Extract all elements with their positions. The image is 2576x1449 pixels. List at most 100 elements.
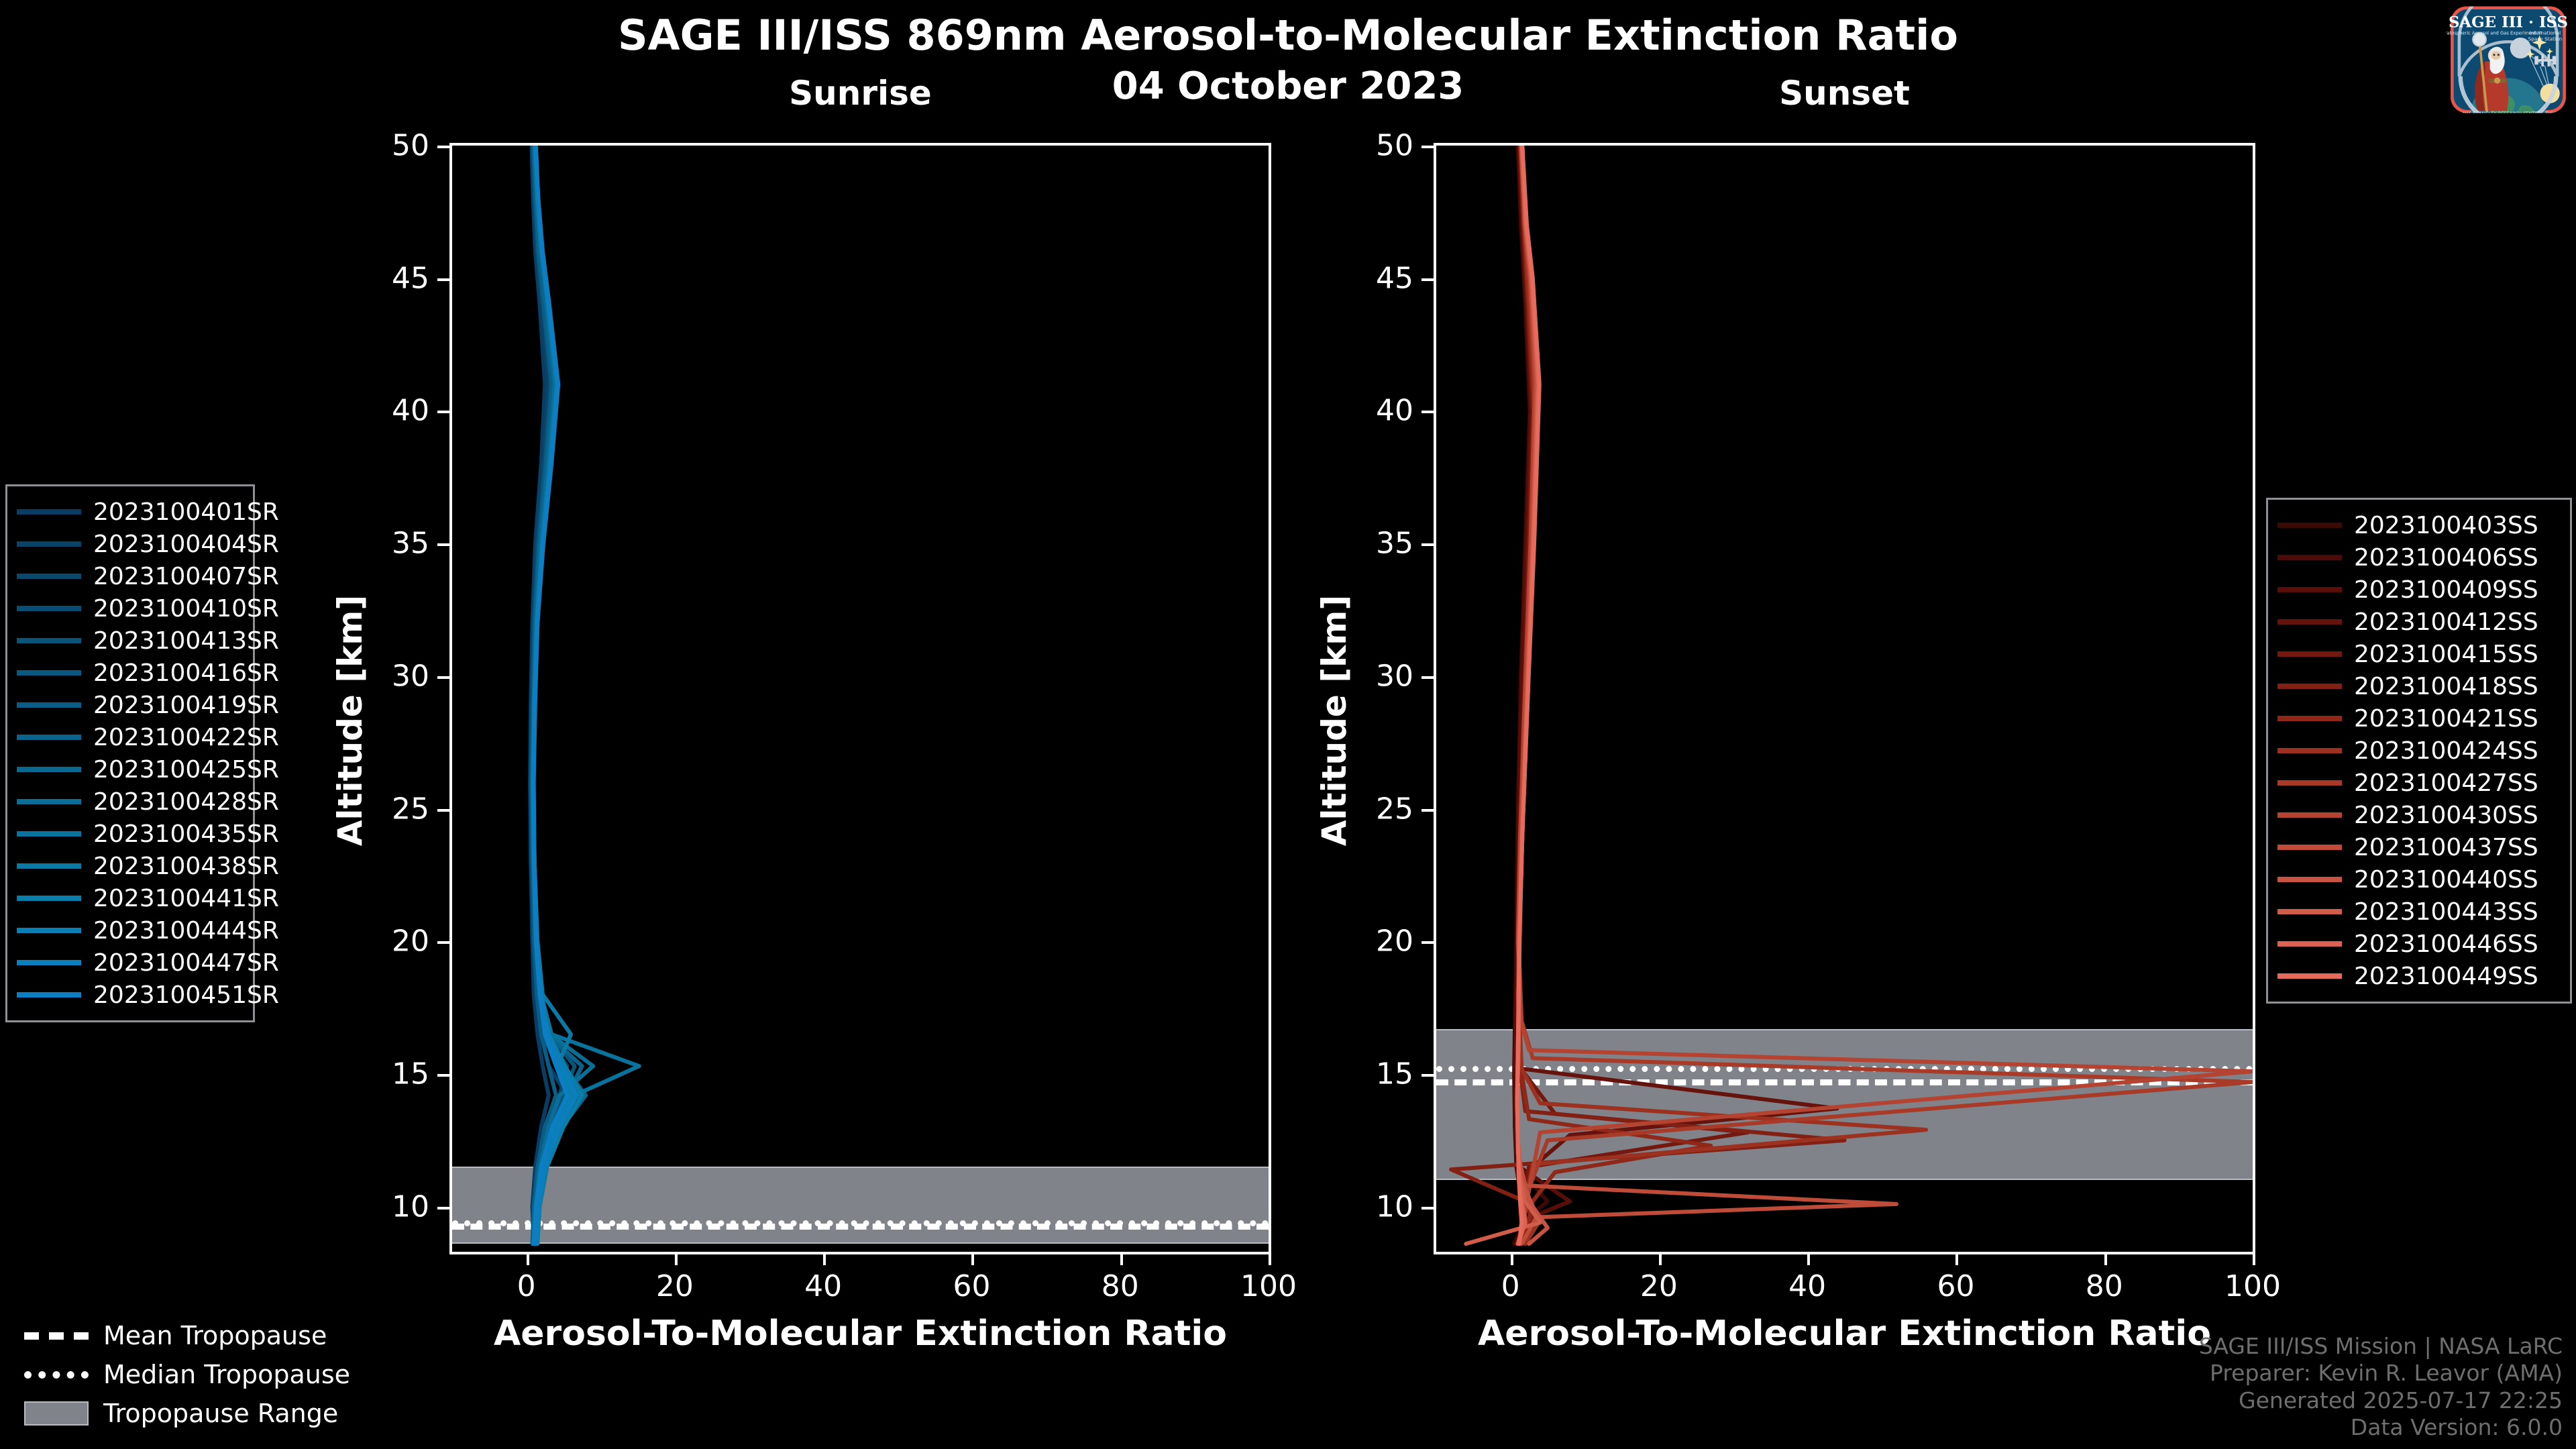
sunrise-legend-item[interactable]: 2023100413SR — [17, 625, 279, 657]
sunset-series-svg — [1436, 146, 2253, 1252]
sunset-legend-item[interactable]: 2023100440SS — [2277, 863, 2558, 896]
sunset-legend-item[interactable]: 2023100449SS — [2277, 960, 2558, 992]
sunrise-legend: 2023100401SR 2023100404SR 2023100407SR 2023… — [5, 484, 279, 1022]
sunrise-legend-item[interactable]: 2023100410SR — [17, 592, 279, 625]
x-tick — [1510, 1252, 1513, 1265]
x-tick-label: 0 — [517, 1269, 536, 1303]
y-tick — [1421, 941, 1436, 945]
y-tick-label: 35 — [392, 526, 429, 561]
sunrise-tropopause-range — [452, 1167, 1269, 1244]
logo-subtitle-left: Stratospheric Aerosol and Gas Experiment… — [2446, 31, 2542, 36]
sunrise-legend-item[interactable]: 2023100419SR — [17, 689, 279, 721]
sunrise-legend-item[interactable]: 2023100428SR — [17, 786, 279, 818]
sunrise-legend-item[interactable]: 2023100425SR — [17, 753, 279, 786]
legend-label: 2023100428SR — [93, 788, 279, 816]
sunrise-legend-item[interactable]: 2023100444SR — [17, 914, 279, 947]
legend-label: 2023100419SR — [93, 691, 279, 719]
sunset-legend-item[interactable]: 2023100418SS — [2277, 670, 2558, 702]
y-tick — [1421, 146, 1436, 148]
y-tick — [437, 146, 452, 148]
sunrise-legend-item[interactable]: 2023100451SR — [17, 979, 279, 1011]
y-tick — [437, 411, 452, 414]
x-tick-label: 60 — [1937, 1269, 1975, 1303]
legend-color-swatch — [17, 767, 81, 772]
x-tick-label: 80 — [1101, 1269, 1139, 1303]
sunrise-legend-item[interactable]: 2023100401SR — [17, 496, 279, 528]
sunset-mean-tropopause-line — [1436, 1079, 2253, 1085]
x-tick-label: 60 — [953, 1269, 991, 1303]
legend-label: 2023100430SS — [2354, 801, 2538, 829]
legend-color-swatch — [2277, 941, 2342, 947]
legend-label: 2023100421SS — [2354, 704, 2538, 733]
legend-color-swatch — [2277, 619, 2342, 625]
legend-label: 2023100418SS — [2354, 672, 2538, 700]
y-tick — [437, 808, 452, 812]
legend-color-swatch — [2277, 748, 2342, 753]
legend-label: 2023100424SS — [2354, 737, 2538, 765]
sunset-legend-item[interactable]: 2023100409SS — [2277, 574, 2558, 606]
sunrise-legend-item[interactable]: 2023100435SR — [17, 818, 279, 850]
credit-line: Data Version: 6.0.0 — [2350, 1413, 2563, 1440]
legend-color-swatch — [2277, 651, 2342, 657]
x-tick-label: 80 — [2085, 1269, 2123, 1303]
legend-color-swatch — [17, 928, 81, 933]
y-tick-label: 15 — [1376, 1057, 1413, 1091]
sunset-legend-item[interactable]: 2023100403SS — [2277, 509, 2558, 541]
legend-color-swatch — [17, 574, 81, 579]
sunrise-legend-item[interactable]: 2023100447SR — [17, 947, 279, 979]
sunset-legend-item[interactable]: 2023100430SS — [2277, 799, 2558, 831]
legend-label: 2023100449SS — [2354, 962, 2538, 990]
legend-color-swatch — [17, 509, 81, 515]
sunset-legend-item[interactable]: 2023100427SS — [2277, 767, 2558, 799]
series-line — [1451, 146, 1844, 1244]
sunrise-legend-item[interactable]: 2023100441SR — [17, 882, 279, 914]
sunrise-legend-item[interactable]: 2023100404SR — [17, 528, 279, 560]
y-tick-label: 25 — [392, 792, 429, 826]
sunset-legend-item[interactable]: 2023100443SS — [2277, 896, 2558, 928]
legend-label: 2023100427SS — [2354, 769, 2538, 797]
sunrise-legend-item[interactable]: 2023100422SR — [17, 721, 279, 753]
legend-label: 2023100444SR — [93, 916, 279, 945]
x-tick-label: 0 — [1501, 1269, 1520, 1303]
x-tick-label: 40 — [1788, 1269, 1827, 1303]
legend-color-swatch — [17, 960, 81, 965]
legend-color-swatch — [17, 831, 81, 837]
legend-label: 2023100438SR — [93, 852, 279, 880]
legend-label: 2023100446SS — [2354, 930, 2538, 958]
sunset-legend-item[interactable]: 2023100424SS — [2277, 735, 2558, 767]
x-tick-label: 20 — [1640, 1269, 1678, 1303]
legend-color-swatch — [17, 541, 81, 547]
legend-color-swatch — [17, 896, 81, 901]
y-tick — [1421, 278, 1436, 281]
x-tick-label: 40 — [804, 1269, 843, 1303]
logo-subtitle-right-2: Space Station — [2528, 36, 2563, 42]
legend-label: 2023100437SS — [2354, 833, 2538, 861]
logo-rim-text: BALL · NASA LANGLEY RESEARCH CENTER · TA… — [2447, 111, 2569, 116]
sunset-legend-item[interactable]: 2023100415SS — [2277, 638, 2558, 670]
x-tick — [1807, 1252, 1811, 1265]
y-tick — [437, 543, 452, 547]
legend-color-swatch — [17, 702, 81, 708]
sunrise-legend-item[interactable]: 2023100438SR — [17, 850, 279, 882]
page-title: SAGE III/ISS 869nm Aerosol-to-Molecular … — [617, 11, 1959, 60]
sunrise-legend-item[interactable]: 2023100416SR — [17, 657, 279, 689]
sunset-legend-item[interactable]: 2023100446SS — [2277, 928, 2558, 960]
legend-label: 2023100447SR — [93, 949, 279, 977]
y-tick — [437, 278, 452, 281]
credit-line: Preparer: Kevin R. Leavor (AMA) — [2210, 1360, 2563, 1387]
sunset-legend-item[interactable]: 2023100406SS — [2277, 541, 2558, 574]
sunset-legend-item[interactable]: 2023100421SS — [2277, 702, 2558, 735]
legend-label: 2023100403SS — [2354, 511, 2538, 539]
y-tick-label: 10 — [392, 1189, 429, 1224]
dashed-line-icon — [24, 1332, 89, 1340]
sunset-legend-item[interactable]: 2023100412SS — [2277, 606, 2558, 638]
legend-label: 2023100415SS — [2354, 640, 2538, 668]
sunset-legend-item[interactable]: 2023100437SS — [2277, 831, 2558, 863]
sunrise-subtitle: Sunrise — [789, 74, 932, 113]
sunrise-legend-item[interactable]: 2023100407SR — [17, 560, 279, 592]
sage-iii-iss-mission-patch-logo: BALL · NASA LANGLEY RESEARCH CENTER · TA… — [2440, 3, 2571, 117]
y-tick — [1421, 1074, 1436, 1077]
legend-item-tropopause-range: Tropopause Range — [24, 1394, 354, 1433]
legend-color-swatch — [2277, 684, 2342, 689]
y-tick-label: 30 — [392, 659, 429, 694]
